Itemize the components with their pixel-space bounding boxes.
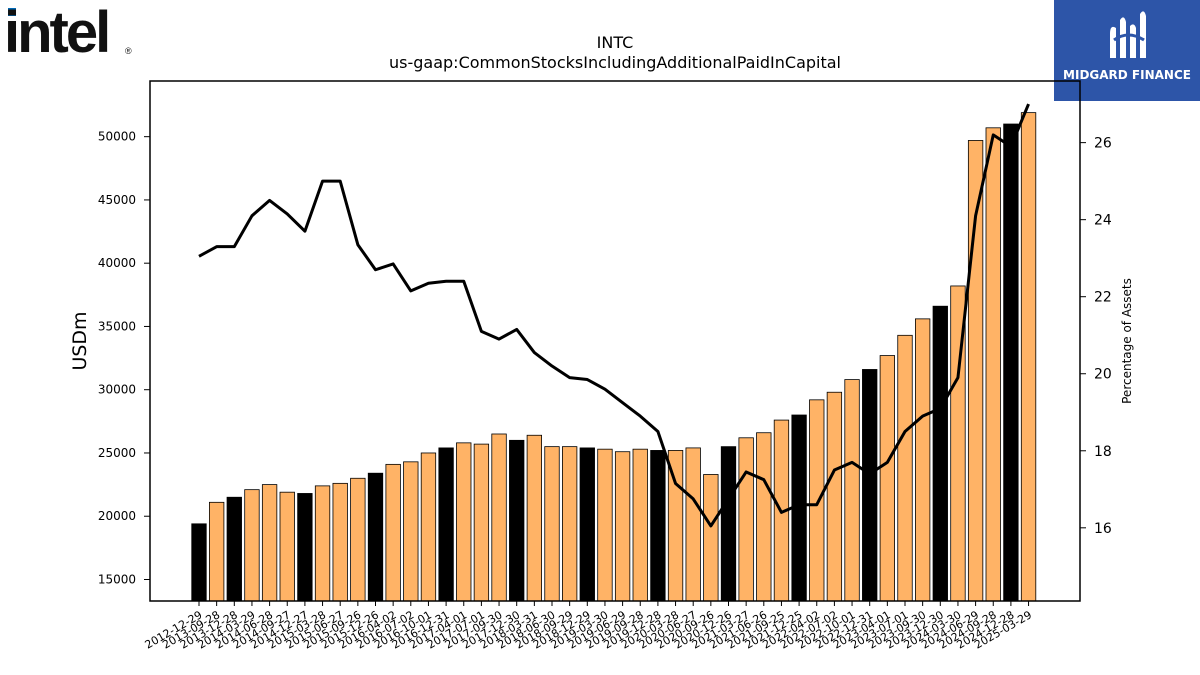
bar	[826, 391, 843, 602]
bar	[456, 442, 472, 602]
bar	[809, 399, 825, 602]
bar	[473, 443, 490, 602]
intel-logo-text: intel	[4, 2, 108, 58]
bar	[738, 437, 754, 602]
bar	[367, 472, 384, 602]
bar	[191, 523, 207, 602]
bar	[720, 446, 737, 602]
bar	[297, 493, 313, 602]
y-tick-label: 35000	[98, 319, 136, 333]
bar	[897, 334, 913, 602]
bars-group	[191, 112, 1037, 602]
intel-logo: intel ®	[4, 0, 134, 65]
y2-tick-label: 24	[1094, 213, 1112, 229]
bar	[438, 447, 454, 602]
bar	[244, 489, 260, 602]
y-tick-label: 45000	[98, 193, 136, 207]
y-tick-label: 15000	[98, 572, 136, 586]
bar	[526, 434, 542, 602]
y2-tick-label: 22	[1094, 290, 1112, 306]
bar	[208, 501, 225, 602]
bar	[579, 447, 595, 602]
y2-axis-label: Percentage of Assets	[1120, 278, 1134, 404]
bar	[403, 461, 419, 602]
y-tick-label: 50000	[98, 130, 136, 144]
bar	[509, 439, 525, 602]
y-axis-label: USDm	[69, 311, 91, 370]
bar	[985, 127, 1001, 602]
y2-axis: 16 18 20 22 24 26	[1080, 136, 1112, 537]
y-tick-label: 30000	[98, 383, 136, 397]
bar	[261, 484, 278, 602]
percentage-line	[198, 103, 1030, 528]
y-tick-label: 25000	[98, 446, 136, 460]
plot-frame	[149, 80, 1081, 602]
bar	[703, 474, 719, 602]
bar	[279, 491, 295, 602]
bar	[844, 379, 860, 602]
bar	[632, 448, 648, 602]
y2-tick-label: 18	[1094, 444, 1112, 460]
midgard-finance-logo: MIDGARD FINANCE	[1054, 0, 1200, 101]
bar	[915, 318, 931, 602]
bar	[350, 477, 366, 602]
x-axis: 2012-12-292013-09-282013-12-282014-03-29…	[143, 601, 1034, 652]
registered-mark: ®	[125, 46, 132, 56]
y2-tick-label: 26	[1094, 136, 1112, 152]
bar	[1003, 123, 1019, 602]
chart-subtitle: us-gaap:CommonStocksIncludingAdditionalP…	[389, 53, 841, 72]
y2-tick-label: 16	[1094, 521, 1112, 537]
intel-logo-dot	[8, 8, 16, 16]
bar	[420, 452, 437, 602]
bar	[314, 485, 331, 602]
bar	[650, 450, 666, 602]
y2-tick-label: 20	[1094, 367, 1112, 383]
bar	[1020, 112, 1037, 602]
bar	[491, 433, 507, 602]
bar	[332, 482, 348, 602]
midgard-logo-text: MIDGARD FINANCE	[1063, 68, 1191, 82]
line-group	[198, 103, 1030, 528]
bar	[756, 432, 772, 602]
bar	[562, 446, 578, 602]
bar	[544, 446, 560, 602]
bar	[597, 448, 613, 602]
bar	[879, 355, 895, 602]
bar	[932, 305, 948, 602]
bar	[385, 463, 401, 602]
chart-title: INTC	[597, 33, 634, 52]
y-tick-label: 20000	[98, 509, 136, 523]
midgard-emblem-icon	[1110, 11, 1146, 58]
bar	[685, 447, 701, 602]
bar	[614, 451, 631, 602]
y-tick-label: 40000	[98, 256, 136, 270]
bar	[862, 369, 878, 602]
y-axis: 15000 20000 25000 30000 35000 40000 45000 50000	[98, 130, 150, 586]
bar	[226, 496, 242, 602]
